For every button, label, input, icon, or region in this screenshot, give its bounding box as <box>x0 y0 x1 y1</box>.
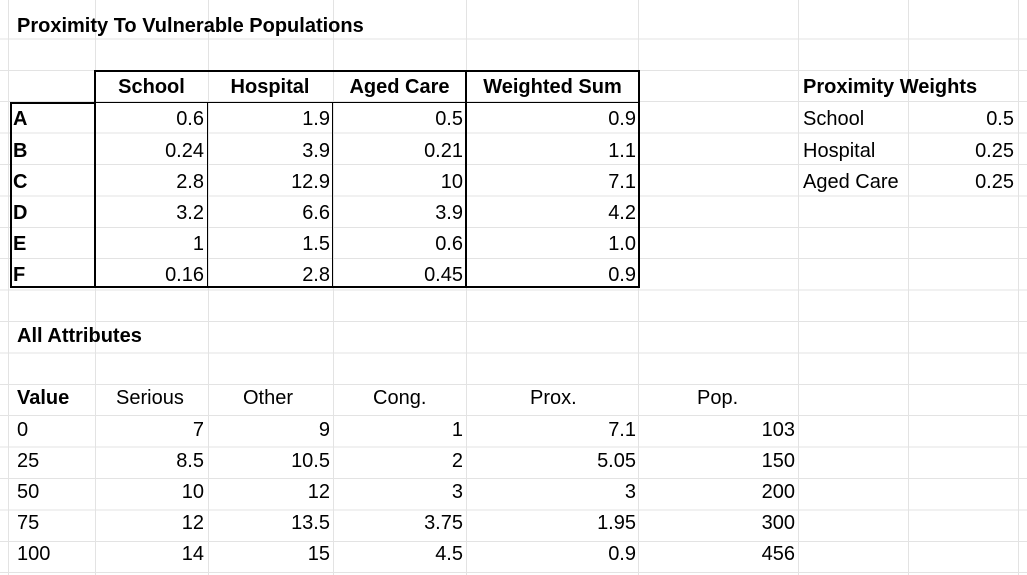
cell-c-hospital[interactable]: 12.9 <box>291 171 330 193</box>
column-divider <box>798 0 799 575</box>
cell-f-hospital[interactable]: 2.8 <box>302 264 330 286</box>
weight-label-school[interactable]: School <box>803 108 865 130</box>
cell-d-weighted-sum[interactable]: 4.2 <box>608 202 636 224</box>
cell-a-aged-care[interactable]: 0.5 <box>435 108 463 130</box>
attr-cell[interactable]: 7.1 <box>608 419 636 441</box>
attr-cell[interactable]: 5.05 <box>597 450 636 472</box>
row-label-b[interactable]: B <box>13 140 28 162</box>
attr-cell[interactable]: 13.5 <box>291 512 330 534</box>
weights-title[interactable]: Proximity Weights <box>803 76 978 98</box>
header-aged-care[interactable]: Aged Care <box>349 76 450 98</box>
cell-f-school[interactable]: 0.16 <box>165 264 204 286</box>
header-weighted-sum[interactable]: Weighted Sum <box>483 76 622 98</box>
cell-c-school[interactable]: 2.8 <box>176 171 204 193</box>
cell-f-aged-care[interactable]: 0.45 <box>424 264 463 286</box>
row-label-f[interactable]: F <box>13 264 26 286</box>
weight-value-hospital[interactable]: 0.25 <box>975 140 1014 162</box>
row-label-a[interactable]: A <box>13 108 28 130</box>
cell-b-school[interactable]: 0.24 <box>165 140 204 162</box>
cell-c-weighted-sum[interactable]: 7.1 <box>608 171 636 193</box>
cell-d-aged-care[interactable]: 3.9 <box>435 202 463 224</box>
header-divider <box>94 102 640 103</box>
attr-header-cong[interactable]: Cong. <box>373 387 427 409</box>
attr-cell[interactable]: 0 <box>17 419 29 441</box>
attr-cell[interactable]: 103 <box>761 419 795 441</box>
attr-cell[interactable]: 1.95 <box>597 512 636 534</box>
attr-cell[interactable]: 7 <box>192 419 204 441</box>
attributes-title[interactable]: All Attributes <box>17 325 142 347</box>
cell-a-hospital[interactable]: 1.9 <box>302 108 330 130</box>
cell-e-hospital[interactable]: 1.5 <box>302 233 330 255</box>
attr-cell[interactable]: 8.5 <box>176 450 204 472</box>
attr-cell[interactable]: 75 <box>17 512 40 534</box>
attr-cell[interactable]: 1 <box>451 419 463 441</box>
cell-e-weighted-sum[interactable]: 1.0 <box>608 233 636 255</box>
attr-cell[interactable]: 2 <box>451 450 463 472</box>
attr-cell[interactable]: 150 <box>761 450 795 472</box>
attr-cell[interactable]: 100 <box>17 543 51 565</box>
column-border <box>332 102 333 288</box>
weight-label-hospital[interactable]: Hospital <box>803 140 876 162</box>
attr-cell[interactable]: 12 <box>181 512 204 534</box>
cell-f-weighted-sum[interactable]: 0.9 <box>608 264 636 286</box>
weight-value-aged-care[interactable]: 0.25 <box>975 171 1014 193</box>
row-label-e[interactable]: E <box>13 233 27 255</box>
attr-cell[interactable]: 15 <box>307 543 330 565</box>
row-label-c[interactable]: C <box>13 171 28 193</box>
attr-header-value[interactable]: Value <box>17 387 70 409</box>
attr-cell[interactable]: 3 <box>451 481 463 503</box>
attr-cell[interactable]: 0.9 <box>608 543 636 565</box>
attr-cell[interactable]: 456 <box>761 543 795 565</box>
cell-d-hospital[interactable]: 6.6 <box>302 202 330 224</box>
cell-b-weighted-sum[interactable]: 1.1 <box>608 140 636 162</box>
attr-cell[interactable]: 10.5 <box>291 450 330 472</box>
attr-header-pop[interactable]: Pop. <box>697 387 739 409</box>
attr-cell[interactable]: 3 <box>624 481 636 503</box>
attr-header-prox[interactable]: Prox. <box>530 387 577 409</box>
attr-cell[interactable]: 10 <box>181 481 204 503</box>
column-divider <box>1018 0 1019 575</box>
cell-a-weighted-sum[interactable]: 0.9 <box>608 108 636 130</box>
column-border <box>207 102 208 288</box>
row-label-border <box>10 102 96 288</box>
cell-e-school[interactable]: 1 <box>192 233 204 255</box>
cell-d-school[interactable]: 3.2 <box>176 202 204 224</box>
header-hospital[interactable]: Hospital <box>230 76 310 98</box>
header-school[interactable]: School <box>118 76 185 98</box>
attr-cell[interactable]: 3.75 <box>424 512 463 534</box>
attr-cell[interactable]: 25 <box>17 450 40 472</box>
column-divider <box>8 0 9 575</box>
attr-header-serious[interactable]: Serious <box>116 387 184 409</box>
weight-label-aged-care[interactable]: Aged Care <box>803 171 899 193</box>
sheet-title[interactable]: Proximity To Vulnerable Populations <box>17 15 364 37</box>
cell-e-aged-care[interactable]: 0.6 <box>435 233 463 255</box>
attr-cell[interactable]: 12 <box>307 481 330 503</box>
column-border <box>465 70 467 288</box>
cell-b-hospital[interactable]: 3.9 <box>302 140 330 162</box>
attr-cell[interactable]: 4.5 <box>435 543 463 565</box>
attr-cell[interactable]: 14 <box>181 543 204 565</box>
column-divider <box>908 0 909 575</box>
attr-cell[interactable]: 300 <box>761 512 795 534</box>
attr-cell[interactable]: 50 <box>17 481 40 503</box>
attr-cell[interactable]: 9 <box>318 419 330 441</box>
row-label-d[interactable]: D <box>13 202 28 224</box>
attr-cell[interactable]: 200 <box>761 481 795 503</box>
attr-header-other[interactable]: Other <box>243 387 294 409</box>
cell-b-aged-care[interactable]: 0.21 <box>424 140 463 162</box>
weight-value-school[interactable]: 0.5 <box>986 108 1014 130</box>
cell-a-school[interactable]: 0.6 <box>176 108 204 130</box>
cell-c-aged-care[interactable]: 10 <box>440 171 463 193</box>
